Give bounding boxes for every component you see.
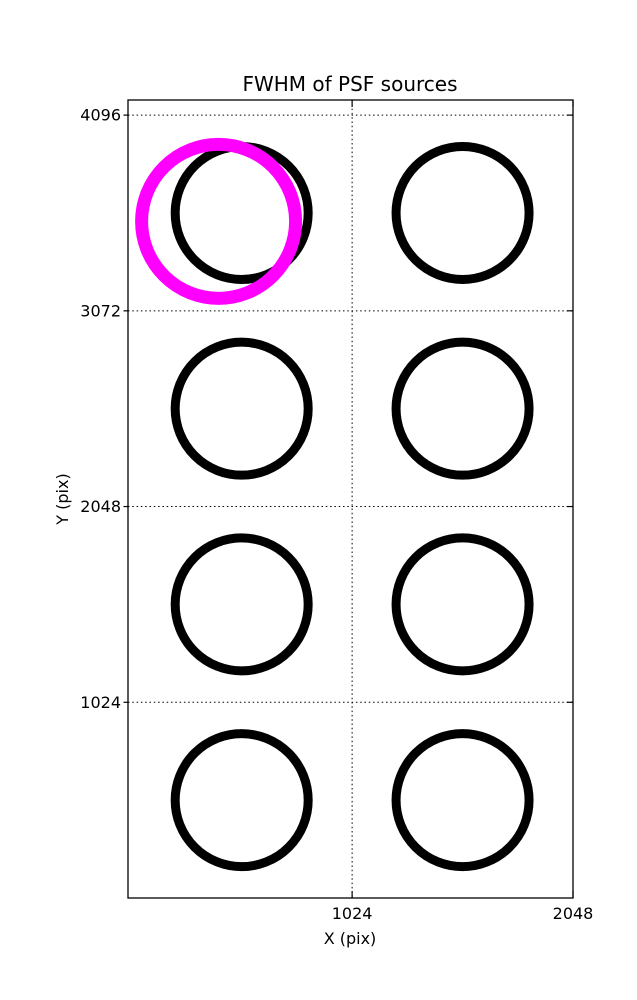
- axes-frame: [127, 99, 574, 899]
- psf-source-marker: [391, 533, 534, 676]
- y-tick-label: 3072: [80, 301, 121, 320]
- axis-ticks: [123, 100, 574, 898]
- psf-source-markers: [135, 137, 534, 872]
- x-tick-label: 2048: [553, 904, 594, 923]
- y-tick-label: 2048: [80, 497, 121, 516]
- psf-source-marker: [170, 729, 313, 872]
- flagged-source-marker: [135, 137, 303, 305]
- psf-source-marker: [170, 533, 313, 676]
- y-tick-label: 4096: [80, 106, 121, 125]
- tick-labels: 1024 2048 3072 4096 1024 2048: [80, 106, 593, 923]
- psf-source-marker: [391, 337, 534, 480]
- y-axis-label: Y (pix): [53, 473, 72, 525]
- x-axis-label: X (pix): [324, 929, 377, 948]
- gridlines: [128, 100, 574, 898]
- chart-title: FWHM of PSF sources: [242, 72, 457, 96]
- psf-source-marker: [391, 141, 534, 284]
- psf-source-marker: [391, 729, 534, 872]
- y-tick-label: 1024: [80, 693, 121, 712]
- x-tick-label: 1024: [332, 904, 373, 923]
- psf-source-marker: [170, 337, 313, 480]
